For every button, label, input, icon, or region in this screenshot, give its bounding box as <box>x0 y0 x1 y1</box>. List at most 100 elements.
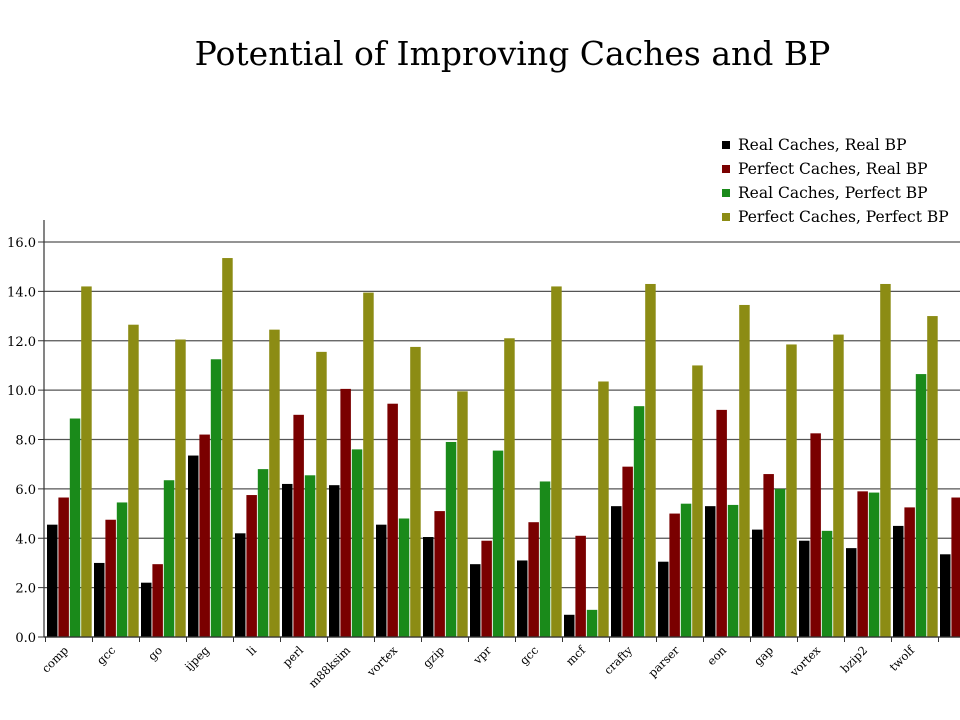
bar <box>304 475 316 637</box>
y-tick-label: 14.0 <box>7 285 36 300</box>
bar <box>492 450 504 637</box>
bar <box>951 497 960 637</box>
bar <box>868 492 880 637</box>
bar <box>799 540 810 637</box>
legend-item: Real Caches, Real BP <box>722 133 949 157</box>
bar <box>915 374 927 637</box>
bar <box>611 506 622 637</box>
bar <box>763 474 774 637</box>
legend-item: Perfect Caches, Perfect BP <box>722 205 949 229</box>
bar <box>58 497 69 637</box>
bar <box>857 491 868 637</box>
bar <box>81 286 92 637</box>
bar <box>128 324 139 637</box>
legend-item: Perfect Caches, Real BP <box>722 157 949 181</box>
bar <box>141 582 152 637</box>
y-tick-label: 2.0 <box>15 582 36 597</box>
bar <box>316 351 327 637</box>
bar <box>622 466 633 637</box>
x-tick-label: ijpeg <box>182 643 213 674</box>
y-tick-label: 16.0 <box>7 236 36 251</box>
bar <box>282 483 293 637</box>
bar <box>833 334 844 637</box>
x-tick-label: vpr <box>470 643 495 668</box>
bar <box>69 418 81 637</box>
bar <box>163 480 175 637</box>
bar <box>633 406 645 637</box>
bar <box>564 614 575 637</box>
y-tick-label: 4.0 <box>15 532 36 547</box>
x-tick-label: twolf <box>886 643 917 674</box>
x-tick-label: parser <box>645 643 682 680</box>
bar <box>940 554 951 637</box>
bar <box>116 502 128 637</box>
bar <box>199 434 210 637</box>
x-tick-label: mcf <box>563 643 589 669</box>
bar <box>175 339 186 637</box>
bar <box>716 409 727 637</box>
bar <box>246 495 257 637</box>
bar <box>257 469 269 637</box>
x-tick-label: m88ksim <box>306 643 353 690</box>
legend-item: Real Caches, Perfect BP <box>722 181 949 205</box>
bar <box>293 414 304 637</box>
bar <box>846 548 857 637</box>
bar <box>351 449 363 637</box>
bar <box>821 530 833 637</box>
bar <box>329 485 340 637</box>
y-tick-label: 10.0 <box>7 384 36 399</box>
y-tick-label: 8.0 <box>15 434 36 449</box>
legend-swatch <box>722 165 730 173</box>
bar <box>575 535 586 637</box>
bar <box>269 329 280 637</box>
bar <box>152 564 163 637</box>
y-tick-label: 6.0 <box>15 483 36 498</box>
bar <box>481 540 492 637</box>
bar <box>434 511 445 637</box>
x-tick-label: li <box>244 643 259 658</box>
bar <box>810 433 821 637</box>
legend-label: Real Caches, Real BP <box>738 136 907 154</box>
bar <box>504 338 515 637</box>
x-tick-label: gcc <box>517 643 541 667</box>
x-tick-label: gcc <box>94 643 118 667</box>
bar <box>445 441 457 637</box>
bar <box>517 560 528 637</box>
legend-label: Perfect Caches, Perfect BP <box>738 208 949 226</box>
bar <box>470 564 481 637</box>
bar <box>904 507 915 637</box>
bar <box>222 258 233 637</box>
bar <box>376 524 387 637</box>
bar <box>692 365 703 637</box>
chart-title: Potential of Improving Caches and BP <box>194 34 831 73</box>
legend-swatch <box>722 189 730 197</box>
bar <box>658 561 669 637</box>
chart-legend: Real Caches, Real BP Perfect Caches, Rea… <box>722 133 949 229</box>
bar <box>927 316 938 637</box>
bar <box>598 381 609 637</box>
bar <box>727 504 739 637</box>
bar <box>210 359 222 637</box>
x-tick-label: gap <box>751 643 776 668</box>
bar <box>363 292 374 637</box>
bar <box>188 455 199 637</box>
bar <box>705 506 716 637</box>
x-tick-label: vortex <box>786 643 823 680</box>
x-tick-label: comp <box>39 643 71 675</box>
bar <box>528 522 539 637</box>
bar <box>774 488 786 637</box>
legend-label: Real Caches, Perfect BP <box>738 184 928 202</box>
bar <box>786 344 797 637</box>
bar <box>94 562 105 637</box>
y-tick-label: 12.0 <box>7 335 36 350</box>
x-tick-label: crafty <box>601 643 635 677</box>
bar <box>410 346 421 637</box>
bar <box>645 283 656 637</box>
bar <box>340 388 351 637</box>
bar <box>669 513 680 637</box>
bar <box>47 524 58 637</box>
bar <box>586 609 598 637</box>
bar <box>105 519 116 637</box>
x-tick-label: eon <box>704 643 729 668</box>
